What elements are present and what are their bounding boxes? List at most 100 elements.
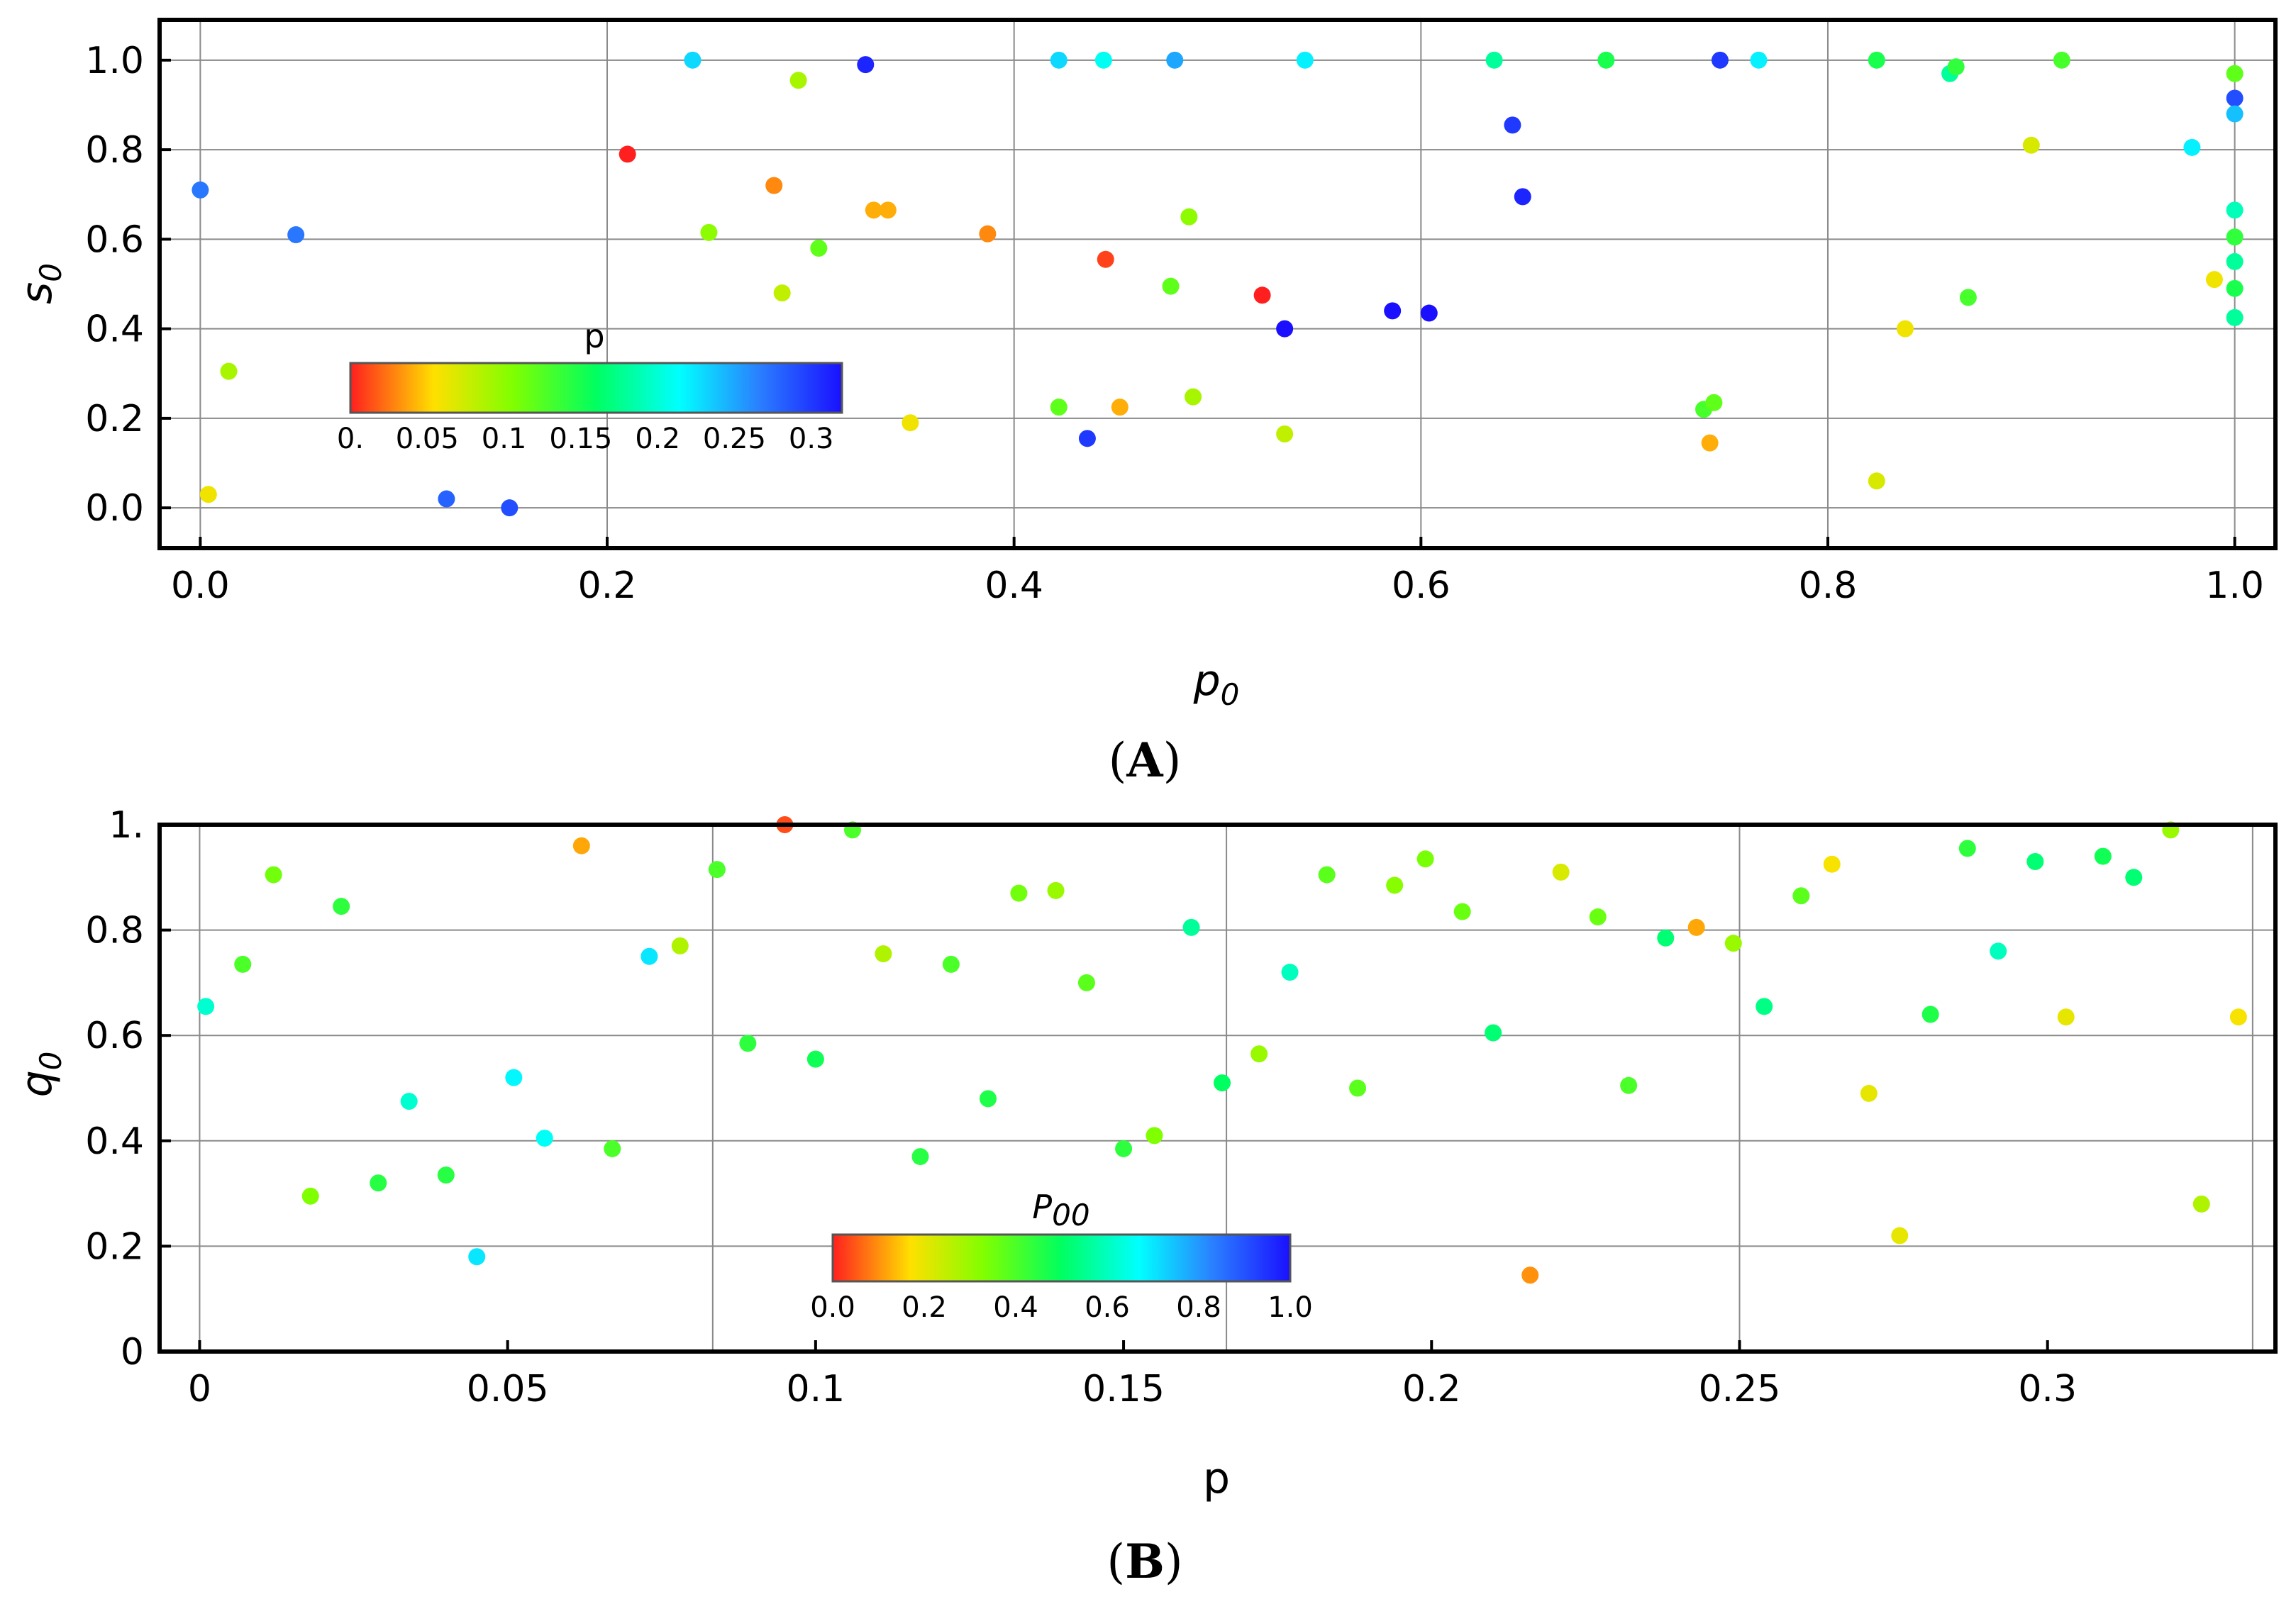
panel-a-chart: 0.0 0.2 0.4 0.6 0.8 1.00.00.20.40.60.81.0 p0 … — [12, 18, 2278, 788]
panel-a-data-point — [1094, 51, 1112, 69]
panel-b-data-point — [1657, 929, 1675, 947]
panel-b-y-tick-label: 0.6 — [85, 1015, 144, 1057]
panel-b-x-tick-label: 0.1 — [787, 1368, 845, 1410]
panel-b-x-tick-label: 0 — [188, 1368, 211, 1410]
panel-a-data-point — [857, 56, 875, 74]
panel-b-data-point — [1047, 881, 1065, 899]
panel-b-x-tick-label: 0.2 — [1402, 1368, 1461, 1410]
panel-a-data-point — [1253, 286, 1271, 304]
panel-b-colorbar-tick-label: 0.4 — [993, 1291, 1038, 1324]
panel-a-data-point — [879, 201, 897, 219]
panel-a-data-point — [1705, 394, 1723, 411]
panel-b-data-point — [1077, 974, 1095, 991]
panel-b-data-point — [370, 1174, 387, 1192]
panel-a-colorbar-ticks: 0. 0.05 0.1 0.15 0.2 0.25 0.3 — [337, 423, 834, 455]
panel-b-data-point — [980, 1090, 997, 1108]
panel-a-data-point — [1701, 434, 1719, 452]
panel-a-data-point — [1711, 51, 1729, 69]
panel-a-data-point — [1180, 208, 1198, 225]
panel-a-data-point — [287, 226, 305, 244]
panel-b-data-point — [1792, 887, 1810, 905]
panel-b-data-point — [400, 1093, 418, 1110]
panel-b-colorbar-tick-label: 0.6 — [1085, 1291, 1130, 1324]
panel-b-data-point — [1620, 1076, 1638, 1094]
panel-b-data-point — [2026, 853, 2044, 871]
panel-a-data-point — [619, 145, 636, 163]
panel-a-x-tick-label: 0.4 — [985, 564, 1043, 607]
panel-a-colorbar-tick-label: 0.15 — [549, 423, 612, 455]
panel-a-x-tick-label: 0.0 — [171, 564, 230, 607]
panel-b-label: (B) — [1107, 1534, 1182, 1589]
panel-b-data-point — [1115, 1140, 1133, 1157]
panel-b-data-point — [301, 1187, 319, 1205]
panel-a-data-point — [700, 223, 718, 241]
panel-b-data-point — [572, 837, 590, 854]
panel-a-colorbar-tick-label: 0.05 — [396, 423, 459, 455]
panel-b-data-point — [536, 1130, 553, 1147]
panel-b-data-point — [1386, 876, 1404, 894]
panel-b-colorbar-tick-label: 1.0 — [1268, 1291, 1313, 1324]
panel-a-data-point — [1420, 304, 1438, 322]
panel-a-data-point — [2226, 308, 2244, 326]
panel-a-data-point — [1276, 425, 1294, 443]
panel-b-data-point — [1552, 863, 1570, 881]
panel-b-data-point — [468, 1248, 486, 1266]
panel-a-colorbar-title: p — [584, 317, 604, 355]
panel-b-data-point — [2094, 847, 2112, 865]
panel-a-data-point — [1504, 116, 1521, 134]
panel-a-data-point — [1185, 388, 1202, 406]
panel-b-y-tick-label: 0.2 — [85, 1225, 144, 1268]
panel-b-colorbar: P00 0.0 0.2 0.4 0.6 0.8 1.0 — [810, 1188, 1313, 1324]
panel-b-data-point — [1182, 918, 1200, 936]
panel-b-x-tick-label: 0.3 — [2018, 1368, 2077, 1410]
panel-a-data-point — [199, 486, 217, 503]
panel-b-data-point — [2192, 1195, 2210, 1213]
panel-a-data-point — [2053, 51, 2070, 69]
panel-a-x-tick-label: 1.0 — [2205, 564, 2264, 607]
panel-a-data-point — [773, 284, 791, 302]
panel-b-data-point — [2057, 1008, 2075, 1026]
panel-a-data-point — [1597, 51, 1615, 69]
panel-a-data-point — [220, 362, 238, 380]
panel-a-colorbar-frame — [349, 362, 843, 414]
panel-b-data-point — [1281, 964, 1299, 981]
panel-a-y-tick-label: 1.0 — [85, 40, 144, 82]
panel-b-data-point — [739, 1035, 757, 1052]
panel-a-colorbar-tick-label: 0. — [337, 423, 364, 455]
panel-b-data-point — [197, 998, 215, 1015]
panel-a-grid — [160, 20, 2275, 548]
panel-b-data-point — [1318, 866, 1336, 884]
panel-b-data-point — [333, 898, 350, 915]
panel-a-data-point — [1111, 399, 1128, 416]
panel-b-data-point — [1349, 1079, 1367, 1097]
panel-b-x-tick-label: 0.25 — [1699, 1368, 1781, 1410]
panel-b-data-point — [437, 1166, 455, 1184]
panel-b-data-point — [942, 955, 960, 973]
panel-a-data-point — [1485, 51, 1503, 69]
panel-a-data-point — [684, 51, 701, 69]
panel-a-y-tick-label: 0.6 — [85, 218, 144, 261]
panel-a-x-tick-label: 0.6 — [1392, 564, 1451, 607]
panel-a-y-axis-label: s0 — [12, 263, 68, 304]
panel-b-data-point — [1485, 1024, 1502, 1042]
panel-a-data-point — [810, 239, 828, 257]
panel-a-colorbar-gradient — [350, 363, 842, 413]
panel-b-data-point — [1823, 855, 1841, 873]
panel-b-data-point — [640, 947, 658, 965]
panel-a-y-tick-label: 0.4 — [85, 308, 144, 351]
panel-a-data-point — [2205, 271, 2223, 289]
panel-b-data-point — [1453, 903, 1471, 920]
panel-b-data-point — [2229, 1008, 2247, 1026]
panel-b-data-point — [604, 1140, 621, 1157]
panel-a-ticks: 0.0 0.2 0.4 0.6 0.8 1.0 0.0 0.2 0.4 0.6 0.8 1.0 — [85, 40, 2264, 607]
panel-a-data-point — [1296, 51, 1314, 69]
panel-b-colorbar-frame — [831, 1233, 1292, 1283]
panel-b-data-point — [1891, 1227, 1909, 1244]
panel-a-data-point — [1276, 320, 1294, 338]
panel-a-x-axis-label: p0 — [1193, 656, 1240, 712]
panel-b-y-tick-label: 0.4 — [85, 1120, 144, 1163]
panel-b-data-point — [875, 945, 892, 963]
panel-a-data-point — [2226, 201, 2244, 219]
panel-a-data-point — [1750, 51, 1768, 69]
